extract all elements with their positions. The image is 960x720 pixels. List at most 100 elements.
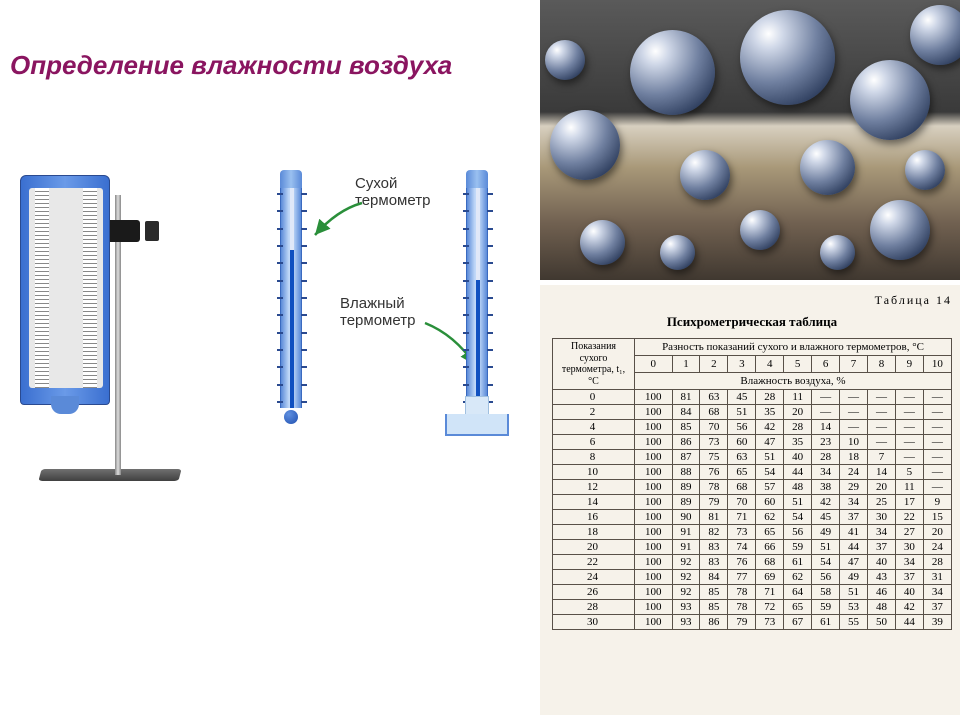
humidity-cell: 37: [867, 540, 895, 555]
diff-header: Разность показаний сухого и влажного тер…: [635, 339, 952, 356]
humidity-cell: 31: [923, 570, 951, 585]
humidity-cell: 85: [700, 585, 728, 600]
humidity-cell: 89: [672, 495, 700, 510]
humidity-cell: 44: [840, 540, 868, 555]
humidity-cell: 100: [635, 450, 673, 465]
humidity-cell: 65: [756, 525, 784, 540]
humidity-cell: 23: [812, 435, 840, 450]
water-molecule-sphere: [580, 220, 625, 265]
humidity-cell: 61: [784, 555, 812, 570]
humidity-cell: 61: [812, 615, 840, 630]
temp-cell: 28: [553, 600, 635, 615]
temp-cell: 10: [553, 465, 635, 480]
diff-col: 4: [756, 356, 784, 373]
diff-col: 5: [784, 356, 812, 373]
humidity-cell: 30: [895, 540, 923, 555]
humidity-cell: 48: [784, 480, 812, 495]
device-scale-right: [83, 188, 97, 388]
table-row: 2010091837466595144373024: [553, 540, 952, 555]
scale-tick: [463, 280, 493, 282]
humidity-cell: —: [895, 420, 923, 435]
stand-base: [38, 469, 181, 481]
humidity-cell: 100: [635, 585, 673, 600]
humidity-cell: 42: [895, 600, 923, 615]
humidity-cell: 100: [635, 600, 673, 615]
table-row: 2210092837668615447403428: [553, 555, 952, 570]
humidity-cell: 28: [784, 420, 812, 435]
humidity-cell: 28: [812, 450, 840, 465]
diff-col: 6: [812, 356, 840, 373]
humidity-cell: —: [840, 405, 868, 420]
diff-col: 0: [635, 356, 673, 373]
humidity-cell: 79: [700, 495, 728, 510]
thermo-cap: [280, 170, 302, 188]
humidity-cell: 15: [923, 510, 951, 525]
humidity-cell: 81: [700, 510, 728, 525]
humidity-cell: 78: [700, 480, 728, 495]
scale-tick: [277, 349, 307, 351]
humidity-cell: —: [867, 390, 895, 405]
humidity-cell: 71: [756, 585, 784, 600]
humidity-cell: 37: [895, 570, 923, 585]
dry-thermometer: [277, 170, 305, 424]
humidity-cell: 28: [756, 390, 784, 405]
scale-tick: [463, 384, 493, 386]
humidity-cell: 93: [672, 615, 700, 630]
table-row: 8100877563514028187——: [553, 450, 952, 465]
humidity-cell: —: [867, 435, 895, 450]
thermo-body: [280, 188, 302, 408]
humidity-cell: 72: [756, 600, 784, 615]
humidity-cell: 100: [635, 570, 673, 585]
humidity-cell: 34: [867, 525, 895, 540]
humidity-cell: 77: [728, 570, 756, 585]
humidity-cell: 87: [672, 450, 700, 465]
humidity-cell: 69: [756, 570, 784, 585]
table-number: Таблица 14: [552, 293, 952, 308]
humidity-cell: 41: [840, 525, 868, 540]
humidity-cell: 63: [728, 450, 756, 465]
humidity-cell: 51: [784, 495, 812, 510]
water-molecule-sphere: [850, 60, 930, 140]
humidity-cell: 51: [728, 405, 756, 420]
table-row: 2810093857872655953484237: [553, 600, 952, 615]
humidity-cell: 20: [784, 405, 812, 420]
humidity-cell: 70: [700, 420, 728, 435]
scale-tick: [277, 332, 307, 334]
water-molecule-sphere: [550, 110, 620, 180]
scale-tick: [463, 349, 493, 351]
diff-col: 1: [672, 356, 700, 373]
humidity-cell: 40: [867, 555, 895, 570]
scale-tick: [463, 332, 493, 334]
humidity-cell: 24: [840, 465, 868, 480]
scale-tick: [463, 245, 493, 247]
wet-tray: [445, 414, 509, 436]
humidity-cell: 54: [784, 510, 812, 525]
humidity-cell: 78: [728, 600, 756, 615]
humidity-cell: 78: [728, 585, 756, 600]
humidity-cell: 54: [756, 465, 784, 480]
humidity-cell: —: [895, 435, 923, 450]
water-molecule-sphere: [660, 235, 695, 270]
humidity-cell: 53: [840, 600, 868, 615]
humidity-cell: 92: [672, 555, 700, 570]
humidity-cell: 68: [728, 480, 756, 495]
humidity-cell: 49: [812, 525, 840, 540]
humidity-cell: 11: [895, 480, 923, 495]
humidity-cell: 47: [756, 435, 784, 450]
humidity-cell: 40: [784, 450, 812, 465]
water-molecule-sphere: [545, 40, 585, 80]
scale-tick: [277, 193, 307, 195]
water-molecule-sphere: [820, 235, 855, 270]
scale-tick: [463, 228, 493, 230]
humidity-cell: 14: [867, 465, 895, 480]
humidity-cell: 44: [895, 615, 923, 630]
humidity-cell: 85: [672, 420, 700, 435]
humidity-cell: —: [867, 405, 895, 420]
humidity-cell: 7: [867, 450, 895, 465]
humidity-cell: 62: [756, 510, 784, 525]
humidity-cell: 35: [784, 435, 812, 450]
humidity-cell: 100: [635, 420, 673, 435]
scale-tick: [277, 384, 307, 386]
humidity-cell: 65: [728, 465, 756, 480]
table-row: 610086736047352310———: [553, 435, 952, 450]
